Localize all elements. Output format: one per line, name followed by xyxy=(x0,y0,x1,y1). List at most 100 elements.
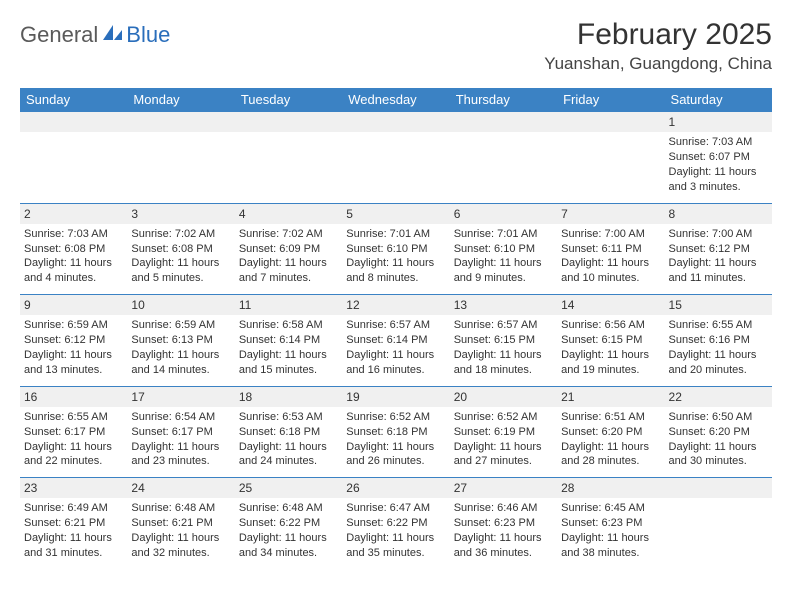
sunrise-text: Sunrise: 6:59 AM xyxy=(131,318,230,333)
day-number: 5 xyxy=(342,204,449,224)
day-number: 13 xyxy=(450,295,557,315)
week-row: 23Sunrise: 6:49 AMSunset: 6:21 PMDayligh… xyxy=(20,478,772,569)
daylight-text: Daylight: 11 hours and 18 minutes. xyxy=(454,348,553,378)
sunset-text: Sunset: 6:08 PM xyxy=(131,242,230,257)
col-header-tuesday: Tuesday xyxy=(235,88,342,112)
daylight-text: Daylight: 11 hours and 35 minutes. xyxy=(346,531,445,561)
sunset-text: Sunset: 6:15 PM xyxy=(561,333,660,348)
day-cell: 23 Sunrise: 6:49 AMSunset: 6:21 PMDayligh… xyxy=(20,478,127,569)
daylight-text: Daylight: 11 hours and 34 minutes. xyxy=(239,531,338,561)
week-row: 2Sunrise: 7:03 AMSunset: 6:08 PMDaylight… xyxy=(20,203,772,295)
day-cell: 22Sunrise: 6:50 AMSunset: 6:20 PMDayligh… xyxy=(665,386,772,478)
day-cell: 28Sunrise: 6:45 AMSunset: 6:23 PMDayligh… xyxy=(557,478,664,569)
day-number: 26 xyxy=(342,478,449,498)
day-cell: 4Sunrise: 7:02 AMSunset: 6:09 PMDaylight… xyxy=(235,203,342,295)
sunrise-text: Sunrise: 7:02 AM xyxy=(239,227,338,242)
daylight-text: Daylight: 11 hours and 30 minutes. xyxy=(669,440,768,470)
sunrise-text: Sunrise: 7:00 AM xyxy=(561,227,660,242)
day-cell xyxy=(20,112,127,204)
day-number: 19 xyxy=(342,387,449,407)
sunrise-text: Sunrise: 6:56 AM xyxy=(561,318,660,333)
day-cell xyxy=(127,112,234,204)
day-number xyxy=(665,478,772,498)
day-cell xyxy=(665,478,772,569)
day-number xyxy=(342,112,449,132)
day-cell: 1Sunrise: 7:03 AMSunset: 6:07 PMDaylight… xyxy=(665,112,772,204)
sunrise-text: Sunrise: 7:01 AM xyxy=(346,227,445,242)
sunset-text: Sunset: 6:10 PM xyxy=(454,242,553,257)
calendar-table: Sunday Monday Tuesday Wednesday Thursday… xyxy=(20,88,772,569)
logo: General Blue xyxy=(20,18,170,48)
sunset-text: Sunset: 6:20 PM xyxy=(669,425,768,440)
logo-text-main: General xyxy=(20,22,98,48)
sunset-text: Sunset: 6:16 PM xyxy=(669,333,768,348)
sunset-text: Sunset: 6:14 PM xyxy=(346,333,445,348)
day-cell: 5Sunrise: 7:01 AMSunset: 6:10 PMDaylight… xyxy=(342,203,449,295)
day-cell: 27Sunrise: 6:46 AMSunset: 6:23 PMDayligh… xyxy=(450,478,557,569)
daylight-text: Daylight: 11 hours and 36 minutes. xyxy=(454,531,553,561)
day-number xyxy=(450,112,557,132)
day-cell: 19Sunrise: 6:52 AMSunset: 6:18 PMDayligh… xyxy=(342,386,449,478)
day-number: 3 xyxy=(127,204,234,224)
day-number: 8 xyxy=(665,204,772,224)
sunset-text: Sunset: 6:07 PM xyxy=(669,150,768,165)
sunrise-text: Sunrise: 7:03 AM xyxy=(24,227,123,242)
day-number xyxy=(235,112,342,132)
sunrise-text: Sunrise: 6:51 AM xyxy=(561,410,660,425)
sunrise-text: Sunrise: 6:59 AM xyxy=(24,318,123,333)
day-cell: 14Sunrise: 6:56 AMSunset: 6:15 PMDayligh… xyxy=(557,295,664,387)
sunset-text: Sunset: 6:17 PM xyxy=(24,425,123,440)
sunset-text: Sunset: 6:19 PM xyxy=(454,425,553,440)
day-number: 23 xyxy=(20,478,127,498)
day-number: 12 xyxy=(342,295,449,315)
day-number: 20 xyxy=(450,387,557,407)
day-number: 22 xyxy=(665,387,772,407)
sunset-text: Sunset: 6:18 PM xyxy=(239,425,338,440)
daylight-text: Daylight: 11 hours and 26 minutes. xyxy=(346,440,445,470)
day-number: 25 xyxy=(235,478,342,498)
day-number: 16 xyxy=(20,387,127,407)
daylight-text: Daylight: 11 hours and 31 minutes. xyxy=(24,531,123,561)
day-cell: 9Sunrise: 6:59 AMSunset: 6:12 PMDaylight… xyxy=(20,295,127,387)
logo-text-accent: Blue xyxy=(126,22,170,48)
daylight-text: Daylight: 11 hours and 32 minutes. xyxy=(131,531,230,561)
day-number: 17 xyxy=(127,387,234,407)
location-subtitle: Yuanshan, Guangdong, China xyxy=(544,54,772,74)
sunset-text: Sunset: 6:21 PM xyxy=(24,516,123,531)
sunrise-text: Sunrise: 7:03 AM xyxy=(669,135,768,150)
daylight-text: Daylight: 11 hours and 11 minutes. xyxy=(669,256,768,286)
day-cell: 11Sunrise: 6:58 AMSunset: 6:14 PMDayligh… xyxy=(235,295,342,387)
day-number: 14 xyxy=(557,295,664,315)
day-number xyxy=(20,112,127,132)
daylight-text: Daylight: 11 hours and 5 minutes. xyxy=(131,256,230,286)
sunset-text: Sunset: 6:08 PM xyxy=(24,242,123,257)
day-number: 9 xyxy=(20,295,127,315)
sunrise-text: Sunrise: 6:58 AM xyxy=(239,318,338,333)
day-cell: 2 Sunrise: 7:03 AMSunset: 6:08 PMDaylight… xyxy=(20,203,127,295)
col-header-saturday: Saturday xyxy=(665,88,772,112)
day-number: 18 xyxy=(235,387,342,407)
day-cell xyxy=(557,112,664,204)
daylight-text: Daylight: 11 hours and 4 minutes. xyxy=(24,256,123,286)
logo-sail-icon xyxy=(102,24,124,47)
sunset-text: Sunset: 6:23 PM xyxy=(561,516,660,531)
col-header-monday: Monday xyxy=(127,88,234,112)
sunrise-text: Sunrise: 6:53 AM xyxy=(239,410,338,425)
page-header: General Blue February 2025 Yuanshan, Gua… xyxy=(20,18,772,74)
sunset-text: Sunset: 6:17 PM xyxy=(131,425,230,440)
day-number: 6 xyxy=(450,204,557,224)
sunrise-text: Sunrise: 7:02 AM xyxy=(131,227,230,242)
daylight-text: Daylight: 11 hours and 9 minutes. xyxy=(454,256,553,286)
sunset-text: Sunset: 6:23 PM xyxy=(454,516,553,531)
sunrise-text: Sunrise: 6:55 AM xyxy=(669,318,768,333)
daylight-text: Daylight: 11 hours and 15 minutes. xyxy=(239,348,338,378)
day-cell: 15Sunrise: 6:55 AMSunset: 6:16 PMDayligh… xyxy=(665,295,772,387)
day-number: 7 xyxy=(557,204,664,224)
sunrise-text: Sunrise: 6:49 AM xyxy=(24,501,123,516)
sunset-text: Sunset: 6:10 PM xyxy=(346,242,445,257)
daylight-text: Daylight: 11 hours and 13 minutes. xyxy=(24,348,123,378)
daylight-text: Daylight: 11 hours and 23 minutes. xyxy=(131,440,230,470)
title-block: February 2025 Yuanshan, Guangdong, China xyxy=(544,18,772,74)
day-number: 2 xyxy=(20,204,127,224)
day-cell: 21Sunrise: 6:51 AMSunset: 6:20 PMDayligh… xyxy=(557,386,664,478)
